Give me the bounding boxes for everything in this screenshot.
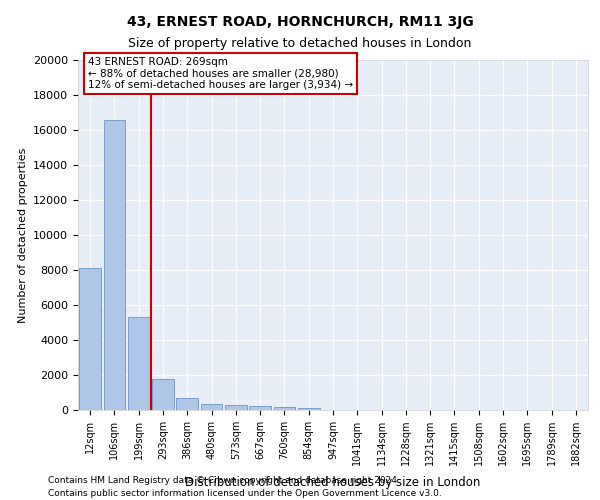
- Text: 43, ERNEST ROAD, HORNCHURCH, RM11 3JG: 43, ERNEST ROAD, HORNCHURCH, RM11 3JG: [127, 15, 473, 29]
- Bar: [200, 404, 223, 410]
- Bar: [152, 380, 174, 410]
- Bar: [274, 407, 295, 410]
- Bar: [225, 406, 247, 410]
- Bar: [298, 408, 320, 410]
- Text: Contains HM Land Registry data © Crown copyright and database right 2024.: Contains HM Land Registry data © Crown c…: [48, 476, 400, 485]
- Bar: [176, 398, 198, 410]
- Y-axis label: Number of detached properties: Number of detached properties: [17, 148, 28, 322]
- Bar: [249, 406, 271, 410]
- Text: 43 ERNEST ROAD: 269sqm
← 88% of detached houses are smaller (28,980)
12% of semi: 43 ERNEST ROAD: 269sqm ← 88% of detached…: [88, 57, 353, 90]
- Bar: [104, 120, 125, 410]
- X-axis label: Distribution of detached houses by size in London: Distribution of detached houses by size …: [185, 476, 481, 490]
- Bar: [79, 268, 101, 410]
- Text: Contains public sector information licensed under the Open Government Licence v3: Contains public sector information licen…: [48, 488, 442, 498]
- Text: Size of property relative to detached houses in London: Size of property relative to detached ho…: [128, 38, 472, 51]
- Bar: [128, 318, 149, 410]
